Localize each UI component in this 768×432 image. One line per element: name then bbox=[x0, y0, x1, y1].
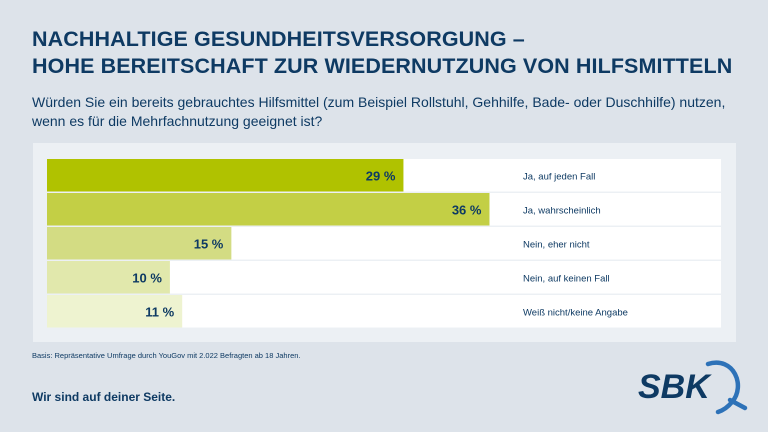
category-label: Nein, eher nicht bbox=[523, 240, 590, 251]
bar bbox=[47, 193, 490, 226]
page-title: NACHHALTIGE GESUNDHEITSVERSORGUNG – HOHE… bbox=[32, 26, 732, 80]
logo-arc-icon bbox=[705, 360, 741, 415]
bar bbox=[47, 295, 183, 328]
slogan: Wir sind auf deiner Seite. bbox=[32, 390, 176, 404]
sbk-logo: SBK bbox=[638, 360, 748, 415]
category-label: Ja, auf jeden Fall bbox=[523, 172, 595, 183]
chart-panel: 29 % Ja, auf jeden Fall 36 % Ja, wahrschein… bbox=[33, 143, 736, 342]
survey-basis-note: Basis: Repräsentative Umfrage durch YouG… bbox=[32, 351, 301, 360]
survey-question: Würden Sie ein bereits gebrauchtes Hilfs… bbox=[32, 94, 726, 129]
title-line-2: HOHE BEREITSCHAFT ZUR WIEDERNUTZUNG VON … bbox=[32, 54, 733, 78]
bar-value-label: 29 % bbox=[366, 169, 396, 184]
bar-value-label: 10 % bbox=[132, 271, 162, 286]
bar bbox=[47, 261, 170, 294]
bar bbox=[47, 227, 232, 260]
logo-swoosh-icon bbox=[727, 397, 748, 411]
category-label: Ja, wahrscheinlich bbox=[523, 206, 601, 217]
bar bbox=[47, 159, 404, 192]
bar-value-label: 11 % bbox=[145, 305, 174, 320]
bar-chart: 29 % Ja, auf jeden Fall 36 % Ja, wahrschein… bbox=[47, 159, 721, 328]
title-line-1: NACHHALTIGE GESUNDHEITSVERSORGUNG – bbox=[32, 27, 525, 51]
category-label: Weiß nicht/keine Angabe bbox=[523, 308, 628, 319]
bar-value-label: 15 % bbox=[194, 237, 224, 252]
logo-wordmark: SBK bbox=[638, 368, 712, 406]
bar-value-label: 36 % bbox=[452, 203, 482, 218]
category-label: Nein, auf keinen Fall bbox=[523, 274, 610, 285]
